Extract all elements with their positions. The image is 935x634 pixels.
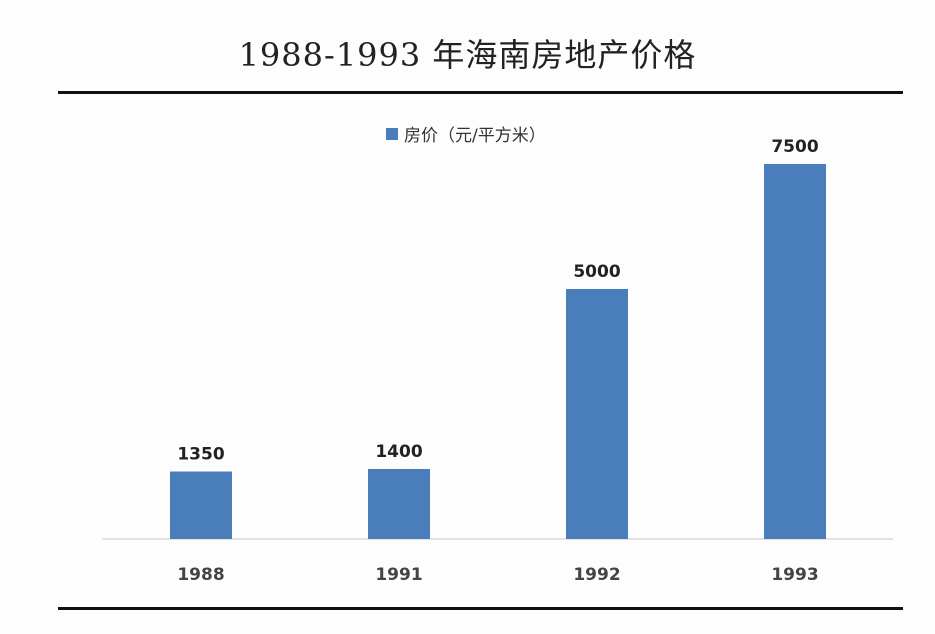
bar-1992 — [566, 289, 628, 539]
bar-1993 — [764, 164, 826, 539]
top-rule — [58, 91, 903, 94]
x-tick-label-1988: 1988 — [177, 565, 224, 585]
data-label-1991: 1400 — [375, 442, 422, 462]
x-tick-label-1993: 1993 — [771, 565, 818, 585]
x-tick-label-1991: 1991 — [375, 565, 422, 585]
chart-title: 1988-1993 年海南房地产价格 — [238, 36, 697, 74]
bar-1991 — [368, 469, 430, 539]
legend-swatch — [386, 127, 398, 140]
bar-1988 — [170, 471, 232, 539]
x-tick-label-1992: 1992 — [573, 565, 620, 585]
data-label-1993: 7500 — [771, 137, 818, 157]
legend-label: 房价（元/平方米） — [404, 126, 546, 146]
legend: 房价（元/平方米） — [386, 121, 546, 146]
data-label-1988: 1350 — [177, 445, 224, 465]
data-label-1992: 5000 — [573, 262, 620, 282]
bottom-rule — [58, 607, 903, 610]
